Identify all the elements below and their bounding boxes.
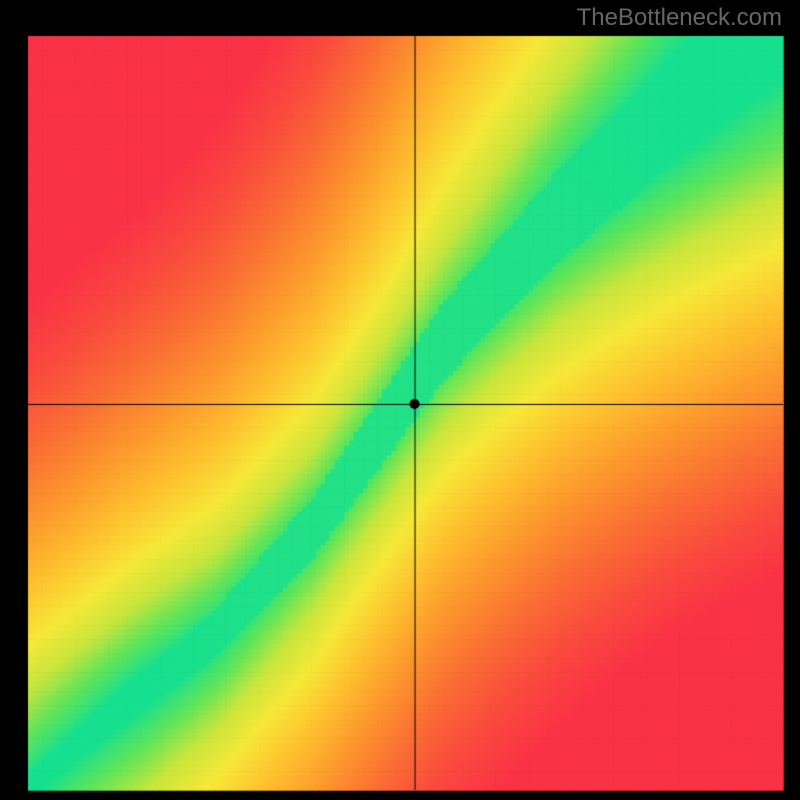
bottleneck-heatmap	[0, 0, 800, 800]
watermark-text: TheBottleneck.com	[577, 4, 782, 32]
chart-container: TheBottleneck.com	[0, 0, 800, 800]
